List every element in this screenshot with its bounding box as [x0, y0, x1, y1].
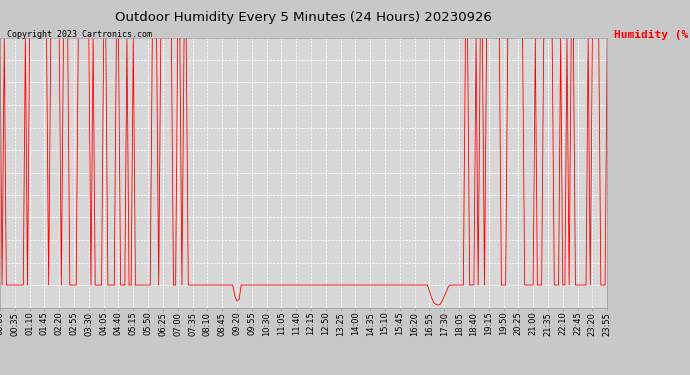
Text: Copyright 2023 Cartronics.com: Copyright 2023 Cartronics.com [7, 30, 152, 39]
Text: Humidity (%): Humidity (%) [614, 30, 690, 40]
Text: Outdoor Humidity Every 5 Minutes (24 Hours) 20230926: Outdoor Humidity Every 5 Minutes (24 Hou… [115, 11, 492, 24]
